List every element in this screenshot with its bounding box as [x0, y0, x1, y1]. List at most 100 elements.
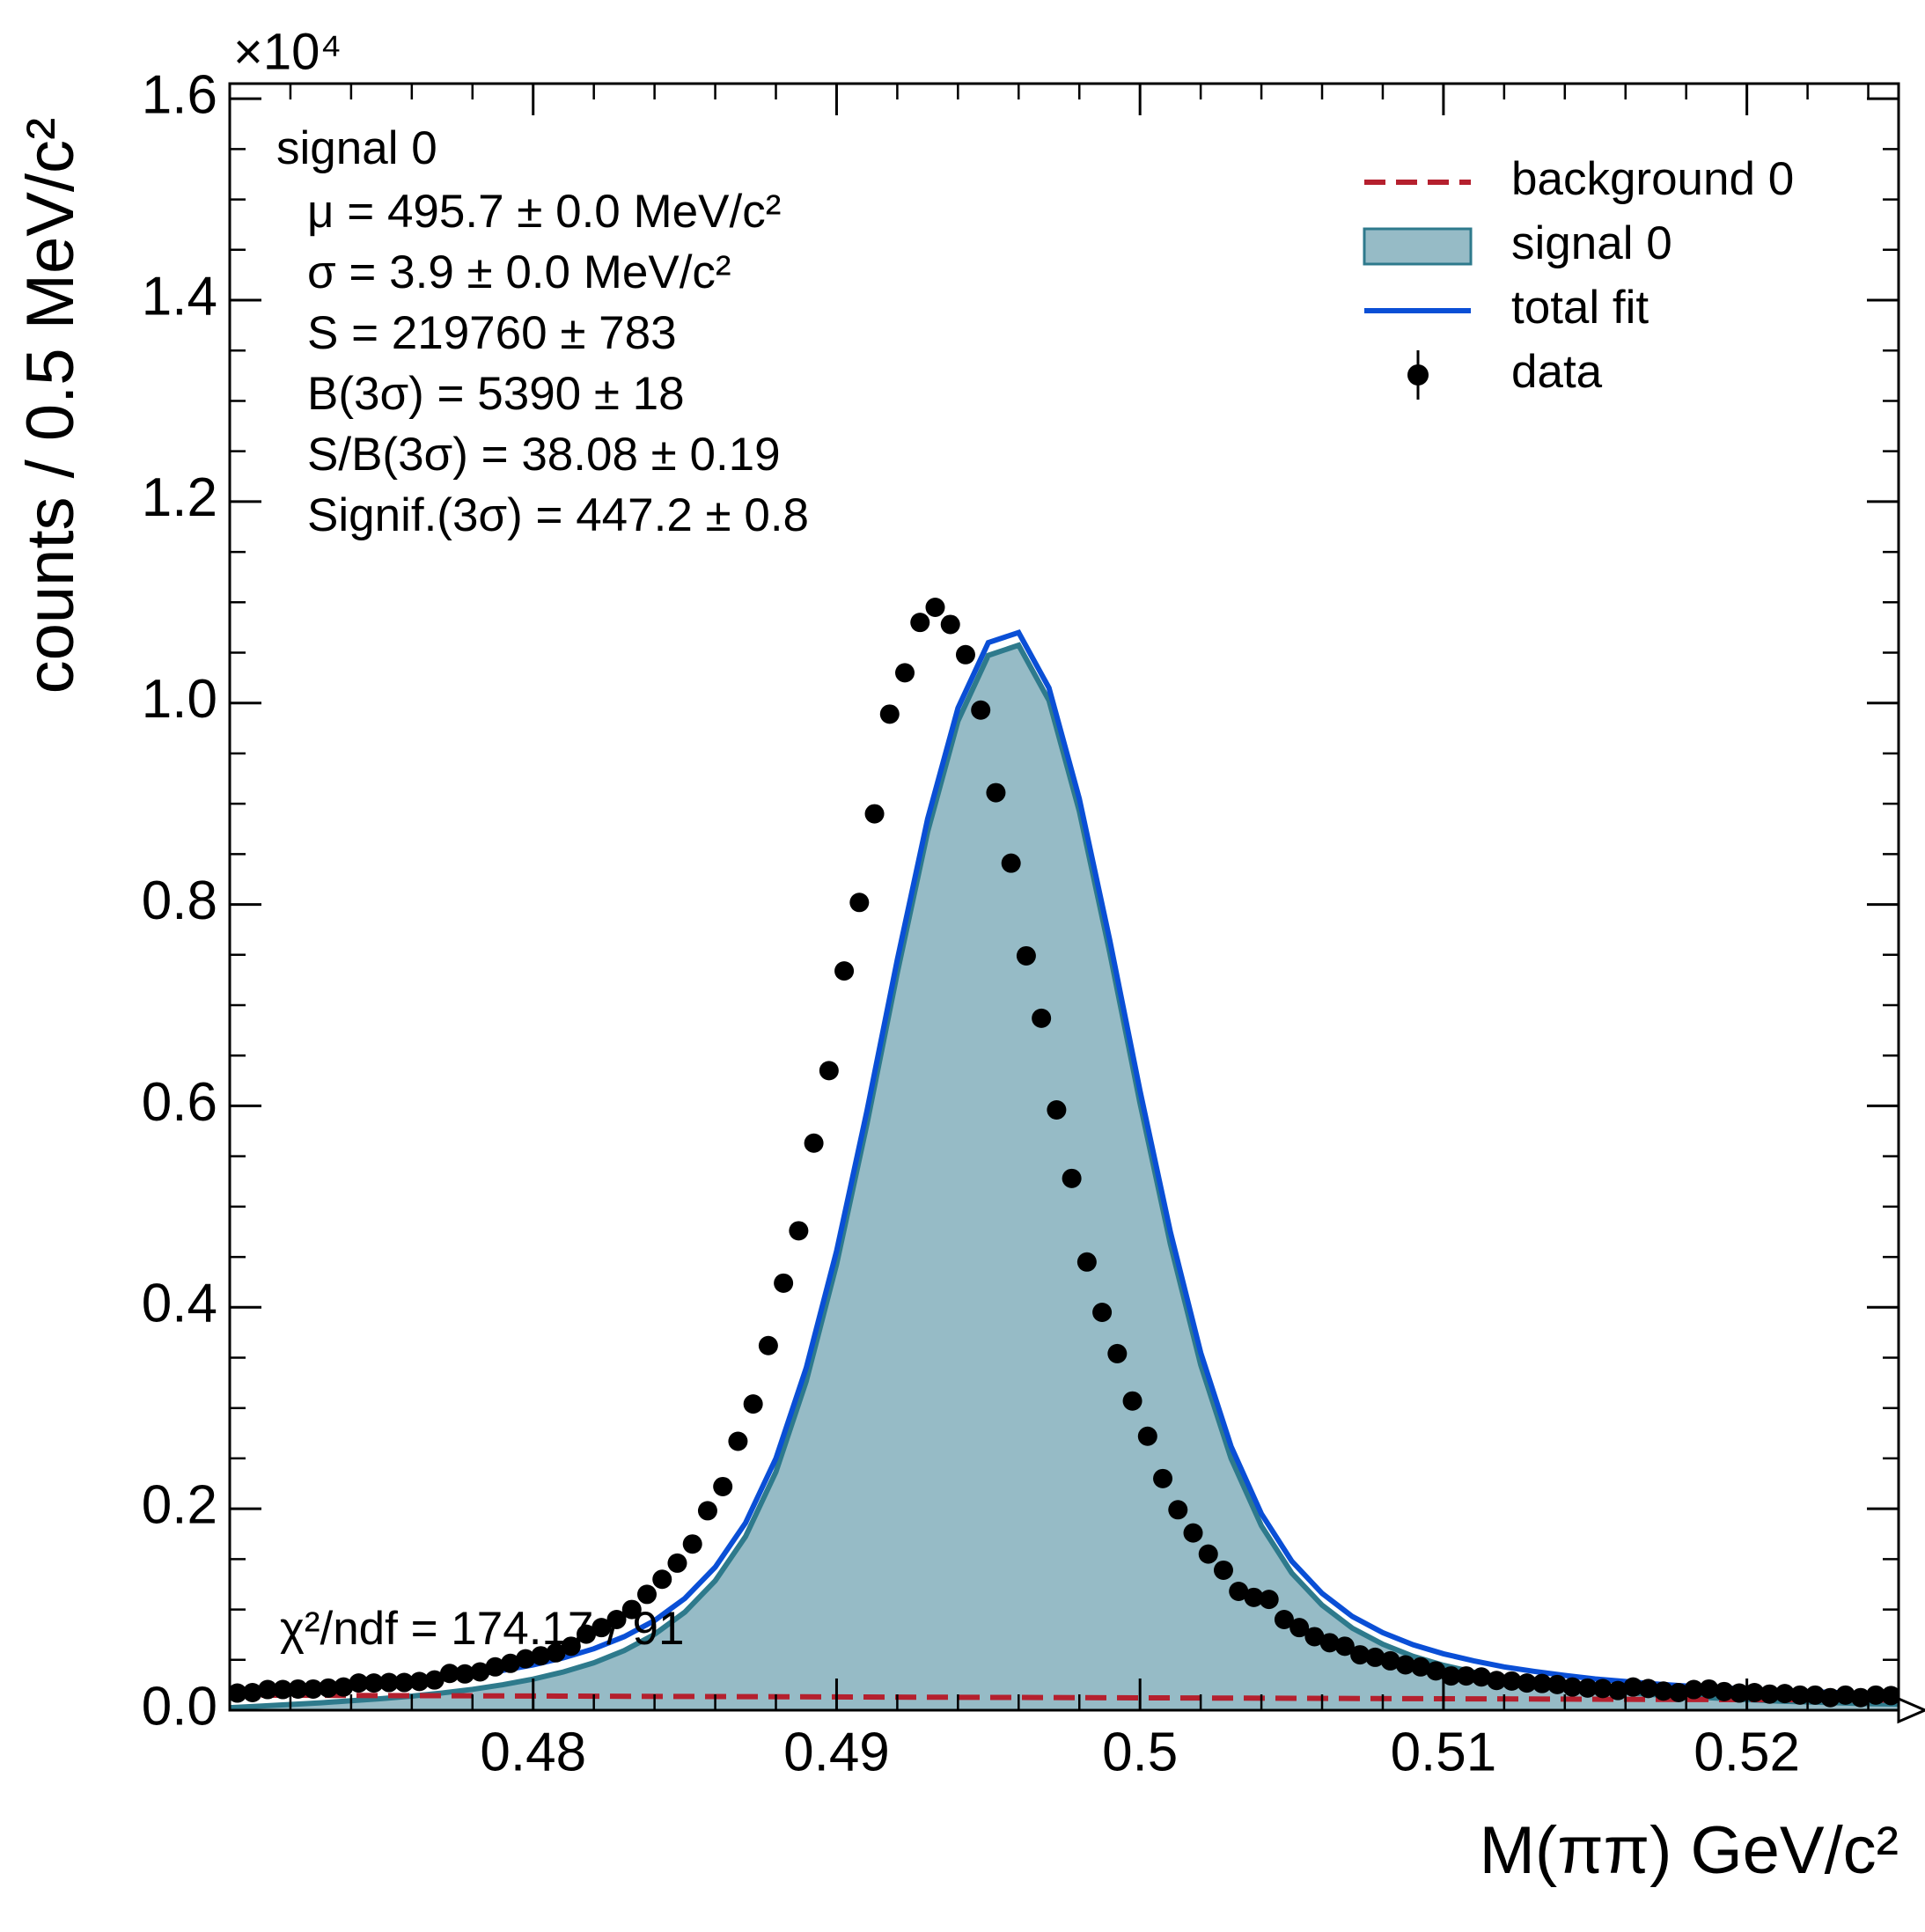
y-tick-label: 0.0: [142, 1676, 217, 1737]
data-point: [1032, 1008, 1052, 1028]
data-point: [1456, 1666, 1476, 1686]
data-point: [1122, 1391, 1143, 1411]
data-point: [971, 700, 991, 720]
data-point: [1426, 1661, 1446, 1681]
data-point: [455, 1664, 475, 1684]
data-point: [1047, 1100, 1067, 1120]
data-point: [1395, 1655, 1415, 1675]
data-point: [834, 961, 855, 981]
legend-handle: [1363, 227, 1473, 266]
data-point: [955, 644, 975, 665]
data-point: [1789, 1685, 1810, 1705]
data-point: [1213, 1560, 1233, 1580]
data-point: [1487, 1671, 1507, 1691]
data-point: [1304, 1627, 1325, 1647]
data-point: [1547, 1674, 1568, 1694]
data-point: [1198, 1544, 1218, 1564]
chi2-label: χ²/ndf = 174.17 / 91: [280, 1603, 685, 1655]
data-point: [1274, 1610, 1294, 1630]
data-point: [864, 804, 885, 824]
data-point: [349, 1673, 369, 1693]
data-point: [1805, 1685, 1826, 1705]
data-point: [561, 1636, 581, 1657]
data-point: [1730, 1683, 1750, 1703]
data-point: [1472, 1667, 1491, 1687]
data-point: [1760, 1684, 1780, 1704]
data-point: [986, 782, 1006, 803]
data-point: [1229, 1581, 1249, 1601]
data-point: [1881, 1686, 1899, 1706]
data-point: [1577, 1678, 1598, 1698]
data-point: [1076, 1252, 1097, 1272]
y-tick-label: 1.4: [142, 266, 217, 327]
x-tick-label: 0.5: [1102, 1722, 1178, 1782]
data-point: [1653, 1681, 1673, 1701]
x-tick-label: 0.52: [1694, 1722, 1800, 1782]
data-point: [409, 1671, 430, 1692]
data-point: [1638, 1679, 1658, 1699]
y-tick-label: 0.2: [142, 1475, 217, 1536]
y-tick-label: 1.6: [142, 65, 217, 126]
data-point: [682, 1534, 702, 1554]
data-point: [910, 613, 930, 633]
legend-label: total fit: [1511, 282, 1649, 334]
legend-label: data: [1511, 346, 1603, 398]
data-point: [1380, 1650, 1400, 1671]
data-point: [258, 1679, 278, 1700]
data-point: [758, 1335, 778, 1355]
frame: [228, 82, 1900, 1712]
x-tick-label: 0.51: [1391, 1722, 1497, 1782]
y-axis-label: counts / 0.5 MeV/c²: [13, 118, 88, 694]
data-point: [819, 1061, 839, 1081]
data-point: [485, 1657, 505, 1677]
data-point: [895, 663, 915, 683]
annotation-line: μ = 495.7 ± 0.0 MeV/c²: [307, 186, 781, 238]
data-point: [637, 1584, 657, 1605]
data-point: [546, 1642, 566, 1663]
data-point: [1592, 1679, 1613, 1699]
data-point: [1183, 1523, 1203, 1543]
data-point: [774, 1273, 794, 1293]
data-point: [288, 1679, 308, 1699]
data-point: [577, 1624, 597, 1644]
annotation-line: S/B(3σ) = 38.08 ± 0.19: [307, 429, 781, 481]
data-point: [1684, 1679, 1704, 1700]
plot-area: [230, 598, 1899, 1710]
x-tick-label: 0.48: [480, 1722, 586, 1782]
data-point: [1168, 1500, 1188, 1520]
data-point: [1745, 1682, 1765, 1702]
data-point: [1365, 1647, 1385, 1667]
data-point: [1608, 1680, 1628, 1701]
data-point: [713, 1476, 733, 1496]
data-point: [1016, 945, 1036, 966]
data-point: [591, 1618, 612, 1638]
data-point: [273, 1679, 293, 1700]
data-point: [1562, 1677, 1583, 1697]
data-point: [804, 1133, 824, 1153]
legend-label: background 0: [1511, 153, 1794, 205]
annotation-line: B(3σ) = 5390 ± 18: [307, 368, 685, 420]
y-tick-label: 1.0: [142, 669, 217, 730]
data-point: [1137, 1426, 1157, 1446]
data-point: [879, 704, 900, 724]
data-point: [1699, 1679, 1719, 1699]
data-point: [1502, 1671, 1522, 1691]
data-point: [925, 598, 945, 618]
data-point: [1092, 1303, 1113, 1323]
data-point: [500, 1653, 520, 1673]
data-point: [1244, 1587, 1264, 1607]
data-point: [230, 1683, 247, 1703]
data-point: [319, 1678, 339, 1698]
data-point: [1411, 1657, 1431, 1677]
data-point: [1820, 1687, 1841, 1708]
data-point: [1623, 1677, 1643, 1697]
data-point: [1001, 853, 1021, 873]
y-tick-label: 0.6: [142, 1072, 217, 1133]
data-point: [1714, 1681, 1734, 1701]
annotation-line: Signif.(3σ) = 447.2 ± 0.8: [307, 489, 809, 541]
data-point: [516, 1649, 536, 1669]
data-point: [789, 1221, 809, 1241]
data-point: [439, 1664, 459, 1684]
